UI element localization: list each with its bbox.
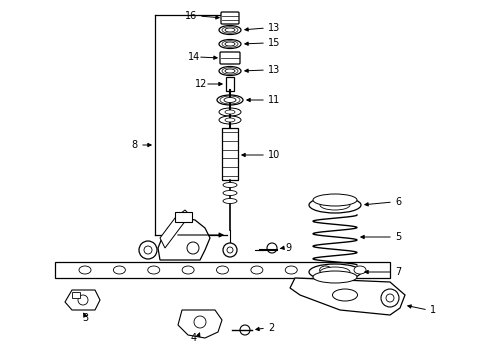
Text: 15: 15: [267, 38, 280, 48]
Ellipse shape: [308, 197, 360, 213]
Ellipse shape: [224, 110, 235, 114]
Text: 2: 2: [267, 323, 274, 333]
Polygon shape: [175, 212, 192, 222]
Ellipse shape: [219, 116, 241, 124]
Ellipse shape: [79, 266, 91, 274]
Ellipse shape: [312, 194, 356, 206]
Ellipse shape: [223, 198, 237, 203]
FancyBboxPatch shape: [221, 12, 239, 24]
Text: 8: 8: [132, 140, 138, 150]
Circle shape: [380, 289, 398, 307]
Bar: [225, 77, 234, 91]
FancyBboxPatch shape: [220, 52, 240, 64]
Text: 10: 10: [267, 150, 280, 160]
Ellipse shape: [224, 69, 235, 73]
Polygon shape: [160, 210, 190, 248]
Text: 11: 11: [267, 95, 280, 105]
Ellipse shape: [319, 266, 331, 274]
Polygon shape: [178, 310, 222, 338]
Text: 1: 1: [429, 305, 435, 315]
Circle shape: [385, 294, 393, 302]
Bar: [222, 128, 238, 180]
Bar: [72, 292, 80, 298]
Polygon shape: [65, 290, 100, 310]
Ellipse shape: [216, 266, 228, 274]
Text: 13: 13: [267, 65, 280, 75]
Text: 16: 16: [184, 11, 197, 21]
Circle shape: [240, 325, 249, 335]
Ellipse shape: [250, 266, 263, 274]
Ellipse shape: [312, 271, 356, 283]
Ellipse shape: [308, 264, 360, 280]
Circle shape: [78, 295, 88, 305]
Text: 7: 7: [394, 267, 401, 277]
Ellipse shape: [224, 28, 235, 32]
Circle shape: [194, 316, 205, 328]
Ellipse shape: [147, 266, 160, 274]
Bar: [55, 262, 389, 278]
Ellipse shape: [182, 266, 194, 274]
Ellipse shape: [319, 267, 349, 277]
Ellipse shape: [219, 108, 241, 116]
Circle shape: [226, 247, 232, 253]
Text: 5: 5: [394, 232, 401, 242]
Circle shape: [266, 243, 276, 253]
Ellipse shape: [224, 42, 235, 46]
Circle shape: [139, 241, 157, 259]
Ellipse shape: [113, 266, 125, 274]
Ellipse shape: [353, 266, 365, 274]
Ellipse shape: [224, 98, 236, 103]
Ellipse shape: [219, 26, 241, 35]
Text: 3: 3: [82, 313, 88, 323]
Polygon shape: [289, 278, 404, 315]
Circle shape: [143, 246, 152, 254]
Circle shape: [186, 242, 199, 254]
Ellipse shape: [332, 289, 357, 301]
Ellipse shape: [223, 190, 237, 195]
Text: 6: 6: [394, 197, 400, 207]
Ellipse shape: [223, 183, 237, 188]
Ellipse shape: [219, 40, 241, 49]
Text: 13: 13: [267, 23, 280, 33]
Ellipse shape: [224, 118, 235, 122]
Text: 12: 12: [194, 79, 206, 89]
Text: 4: 4: [190, 333, 197, 343]
Ellipse shape: [285, 266, 297, 274]
Text: 9: 9: [285, 243, 290, 253]
Text: 14: 14: [187, 52, 200, 62]
Polygon shape: [158, 218, 209, 260]
Ellipse shape: [219, 67, 241, 76]
Ellipse shape: [319, 200, 349, 210]
Ellipse shape: [217, 95, 243, 105]
Circle shape: [223, 243, 237, 257]
